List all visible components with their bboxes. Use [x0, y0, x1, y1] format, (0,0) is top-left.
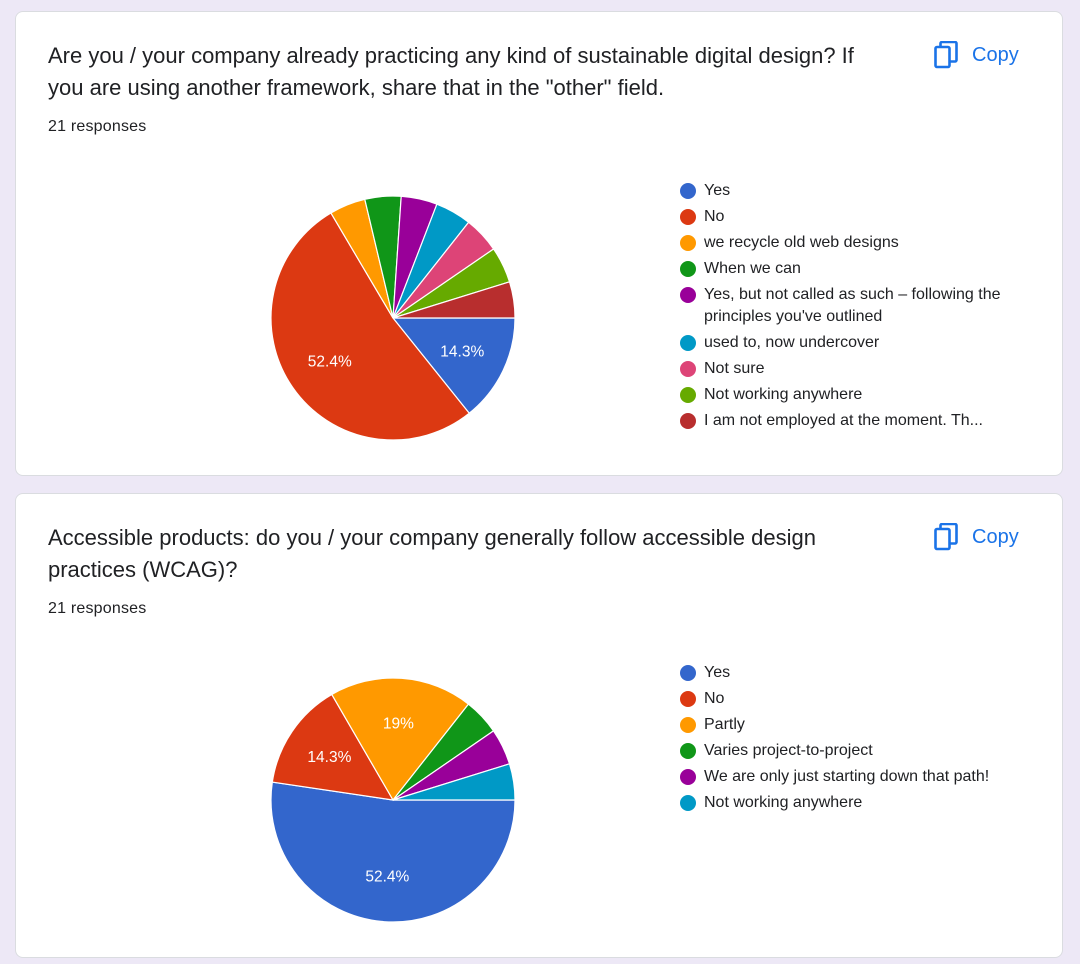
response-count: 21 responses	[48, 600, 147, 617]
slice-data-label: 14.3%	[307, 749, 351, 766]
legend-label: We are only just starting down that path…	[704, 768, 990, 785]
copy-label: Copy	[972, 525, 1019, 548]
legend-swatch	[680, 665, 696, 681]
legend-swatch	[680, 209, 696, 225]
legend-label: When we can	[704, 260, 801, 277]
pie-chart-accessible-products: 52.4% 14.3% 19%	[270, 677, 516, 923]
legend-swatch	[680, 387, 696, 403]
legend-item[interactable]: Not working anywhere	[680, 384, 1020, 406]
legend-swatch	[680, 335, 696, 351]
legend-swatch	[680, 287, 696, 303]
legend-item[interactable]: we recycle old web designs	[680, 232, 1020, 254]
pie-slice[interactable]	[391, 317, 516, 415]
legend-label: I am not employed at the moment. Th...	[704, 412, 983, 429]
legend-swatch	[680, 743, 696, 759]
copy-button[interactable]: Copy	[934, 38, 1019, 72]
legend-label: Not working anywhere	[704, 386, 863, 403]
legend-swatch	[680, 769, 696, 785]
legend-item[interactable]: No	[680, 688, 1020, 710]
legend-item[interactable]: I am not employed at the moment. Th...	[680, 410, 1020, 432]
slice-data-label: 52.4%	[308, 354, 352, 371]
copy-label: Copy	[972, 43, 1019, 66]
slice-data-label: 19%	[383, 715, 414, 732]
legend-swatch	[680, 795, 696, 811]
legend-label: Not sure	[704, 360, 765, 377]
pie-slice[interactable]	[270, 781, 516, 923]
legend-label: No	[704, 690, 725, 707]
legend-swatch	[680, 261, 696, 277]
legend-label: used to, now undercover	[704, 334, 880, 351]
legend-label: Yes	[704, 664, 731, 681]
legend-item[interactable]: No	[680, 206, 1020, 228]
copy-icon	[934, 523, 958, 551]
legend-swatch	[680, 691, 696, 707]
copy-button[interactable]: Copy	[934, 520, 1019, 554]
question-title: Are you / your company already practicin…	[48, 43, 854, 100]
legend-item[interactable]: Varies project-to-project	[680, 740, 1020, 762]
response-count: 21 responses	[48, 118, 147, 135]
legend-item[interactable]: Yes	[680, 180, 1020, 202]
legend-label: No	[704, 208, 725, 225]
legend-label: Not working anywhere	[704, 794, 863, 811]
pie-slice[interactable]	[330, 677, 470, 802]
legend-item[interactable]: Not working anywhere	[680, 792, 1020, 814]
pie-slice[interactable]	[270, 212, 471, 441]
pie-slice[interactable]	[392, 763, 516, 801]
legend-swatch	[680, 183, 696, 199]
legend-item[interactable]: When we can	[680, 258, 1020, 280]
legend-swatch	[680, 361, 696, 377]
legend-item[interactable]: Yes, but not called as such – following …	[680, 284, 1020, 328]
legend-item[interactable]: Yes	[680, 662, 1020, 684]
legend-label: we recycle old web designs	[704, 234, 899, 251]
legend-swatch	[680, 717, 696, 733]
pie-slice[interactable]	[392, 281, 516, 319]
legend-label: Varies project-to-project	[704, 742, 873, 759]
legend-swatch	[680, 235, 696, 251]
chart-legend: Yes No Partly Varies project-to-project We a…	[680, 662, 1020, 818]
legend-item[interactable]: Partly	[680, 714, 1020, 736]
legend-item[interactable]: Not sure	[680, 358, 1020, 380]
legend-swatch	[680, 413, 696, 429]
legend-label: Yes, but not called as such – following …	[704, 286, 1001, 325]
pie-chart-sustainable-design: 14.3% 52.4%	[270, 195, 516, 441]
legend-label: Partly	[704, 716, 745, 733]
legend-item[interactable]: We are only just starting down that path…	[680, 766, 1020, 788]
question-card-accessible-products: Accessible products: do you / your compa…	[15, 493, 1063, 958]
legend-label: Yes	[704, 182, 731, 199]
pie-slice[interactable]	[271, 693, 395, 801]
question-title: Accessible products: do you / your compa…	[48, 525, 816, 582]
question-card-sustainable-design: Are you / your company already practicin…	[15, 11, 1063, 476]
chart-legend: Yes No we recycle old web designs When we c…	[680, 180, 1020, 436]
slice-data-label: 14.3%	[440, 343, 484, 360]
copy-icon	[934, 41, 958, 69]
slice-data-label: 52.4%	[365, 869, 409, 886]
legend-item[interactable]: used to, now undercover	[680, 332, 1020, 354]
